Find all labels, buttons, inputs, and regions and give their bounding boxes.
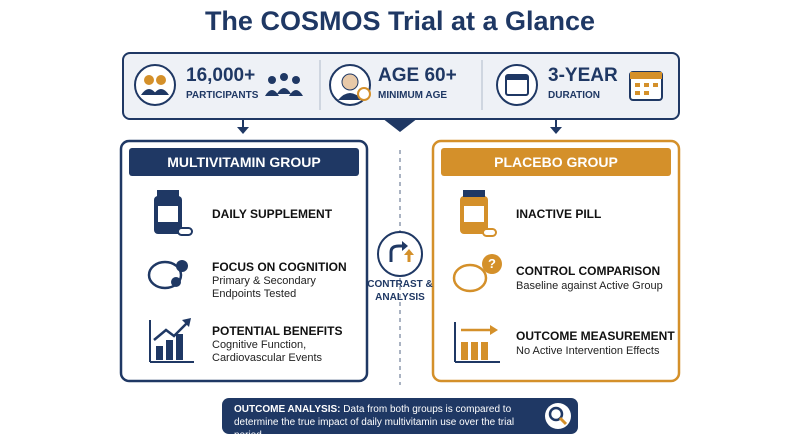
footer-label: OUTCOME ANALYSIS: (234, 404, 341, 415)
group-title: PLACEBO GROUP (494, 154, 618, 170)
stat-value: 16,000+ (186, 65, 256, 86)
item-title: DAILY SUPPLEMENT (212, 207, 333, 221)
item-text: Baseline against Active Group (516, 280, 663, 292)
stat-label: PARTICIPANTS (186, 90, 259, 101)
stat-value: 3-YEAR (548, 65, 618, 86)
stat-value: AGE 60+ (378, 65, 457, 86)
center-label: CONTRAST & ANALYSIS (367, 279, 433, 303)
item-title: INACTIVE PILL (516, 207, 602, 221)
item-title: CONTROL COMPARISON (516, 264, 661, 278)
stat-label: MINIMUM AGE (378, 90, 448, 101)
stats-banner (122, 52, 680, 120)
item-text: No Active Intervention Effects (516, 345, 660, 357)
footer-body: Data from both groups is compared to det… (234, 404, 515, 441)
footer-text: OUTCOME ANALYSIS: Data from both groups … (234, 403, 534, 442)
stat-label: DURATION (548, 90, 601, 101)
item-text: Primary & Secondary Endpoints Tested (212, 275, 316, 300)
item-title: OUTCOME MEASUREMENT (516, 329, 675, 343)
svg-text:?: ? (488, 256, 496, 271)
item-title: POTENTIAL BENEFITS (212, 324, 343, 338)
item-title: FOCUS ON COGNITION (212, 260, 347, 274)
group-title: MULTIVITAMIN GROUP (167, 154, 321, 170)
title: The COSMOS Trial at a Glance (204, 6, 596, 36)
item-text: Cognitive Function, Cardiovascular Event… (212, 339, 323, 364)
